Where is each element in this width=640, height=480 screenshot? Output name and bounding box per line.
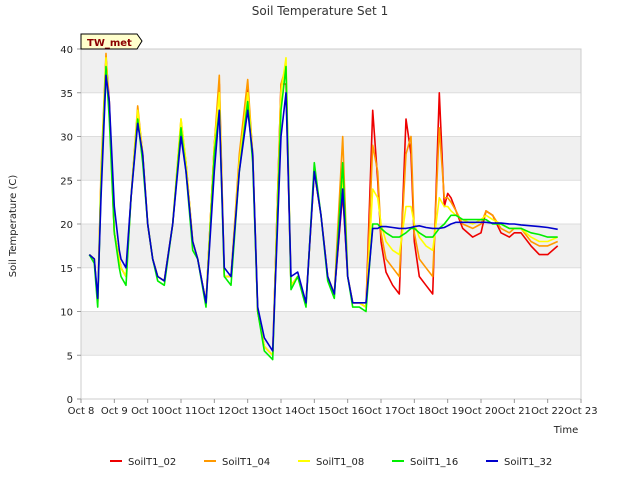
x-tick-label: Oct 19 xyxy=(431,406,464,417)
x-tick-label: Oct 16 xyxy=(331,406,364,417)
y-tick-label: 5 xyxy=(67,351,73,362)
x-tick-label: Oct 8 xyxy=(68,406,95,417)
legend-label: SoilT1_02 xyxy=(128,457,176,468)
x-tick-label: Oct 18 xyxy=(398,406,431,417)
y-tick-label: 10 xyxy=(60,308,73,319)
background-band xyxy=(81,136,581,181)
x-tick-label: Oct 21 xyxy=(498,406,531,417)
legend-label: SoilT1_32 xyxy=(504,457,552,468)
x-tick-label: Oct 14 xyxy=(264,406,297,417)
legend-label: SoilT1_08 xyxy=(316,457,364,468)
x-tick-label: Oct 20 xyxy=(464,406,497,417)
x-tick-label: Oct 9 xyxy=(101,406,128,417)
y-tick-label: 0 xyxy=(67,395,73,406)
y-tick-label: 35 xyxy=(60,89,73,100)
background-band xyxy=(81,311,581,356)
y-tick-label: 25 xyxy=(60,176,73,187)
y-tick-label: 20 xyxy=(60,220,73,231)
x-tick-label: Oct 13 xyxy=(231,406,264,417)
x-tick-label: Oct 10 xyxy=(131,406,164,417)
x-tick-label: Oct 11 xyxy=(164,406,197,417)
y-tick-label: 15 xyxy=(60,264,73,275)
series-lines xyxy=(88,52,559,361)
y-tick-label: 40 xyxy=(60,45,73,56)
x-tick-label: Oct 22 xyxy=(531,406,564,417)
badge-label: TW_met xyxy=(87,38,132,49)
x-tick-label: Oct 23 xyxy=(564,406,597,417)
x-tick-label: Oct 17 xyxy=(364,406,397,417)
background-band xyxy=(81,49,581,93)
legend-label: SoilT1_04 xyxy=(222,457,270,468)
legend: SoilT1_02 SoilT1_04 SoilT1_08 SoilT1_16 Soil… xyxy=(110,457,552,468)
chart-title: Soil Temperature Set 1 xyxy=(252,4,388,18)
legend-label: SoilT1_16 xyxy=(410,457,458,468)
x-tick-label: Oct 15 xyxy=(298,406,331,417)
series-line-soilt1_32 xyxy=(88,74,558,352)
y-axis-label: Soil Temperature (C) xyxy=(8,175,19,278)
x-axis-label: Time xyxy=(553,425,578,436)
background-band xyxy=(81,224,581,268)
x-tick-label: Oct 12 xyxy=(198,406,231,417)
y-tick-label: 30 xyxy=(60,133,73,144)
tw-met-badge: TW_met xyxy=(80,33,143,50)
